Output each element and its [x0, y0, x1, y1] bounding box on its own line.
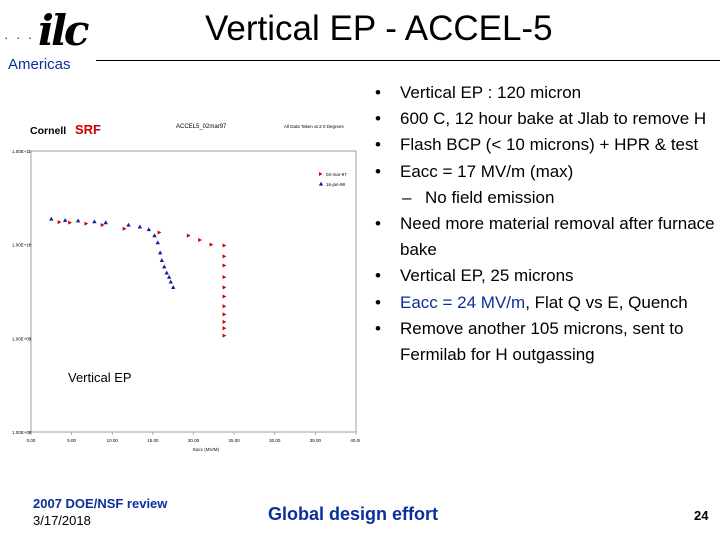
x-axis-label: Eacc (MV/M) — [193, 447, 220, 452]
bullet-item: Need more material removal after furnace… — [366, 211, 718, 263]
data-point-1 — [157, 230, 162, 235]
x-tick-label: 5.00 — [67, 438, 76, 443]
chart-svg: Cornell SRF ACCEL5_02mar97 All Data Take… — [0, 104, 362, 454]
data-point-1 — [100, 223, 105, 228]
chart-title: ACCEL5_02mar97 — [176, 124, 227, 130]
bullet-item: 600 C, 12 hour bake at Jlab to remove H — [366, 106, 718, 132]
chart-brand-cornell: Cornell — [30, 125, 66, 137]
data-point-1 — [222, 294, 227, 299]
x-tick-label: 35.00 — [310, 438, 322, 443]
data-point-1 — [186, 233, 191, 238]
data-point-1 — [222, 243, 227, 248]
logo-region: Americas — [8, 56, 71, 73]
legend-marker — [318, 181, 324, 186]
bullet-item: Flash BCP (< 10 microns) + HPR & test — [366, 132, 718, 158]
x-tick-label: 40.00 — [350, 438, 360, 443]
data-point-1 — [68, 220, 72, 225]
y-tick-label: 1.00E+08 — [12, 430, 32, 435]
x-tick-label: 15.00 — [147, 438, 159, 443]
y-tick-label: 1.00E+11 — [12, 149, 32, 154]
footer-tagline: Global design effort — [268, 504, 439, 524]
data-point-2 — [62, 218, 68, 222]
chart-annotation-vertical-ep: Vertical EP — [68, 370, 132, 385]
x-tick-label: 25.00 — [228, 438, 240, 443]
data-point-1 — [222, 312, 227, 317]
bullet-rest: , Flat Q vs E, Quench — [525, 292, 688, 312]
bullet-item: Eacc = 24 MV/m, Flat Q vs E, Quench — [366, 290, 718, 316]
y-tick-label: 1.00E+10 — [12, 243, 32, 248]
data-point-2 — [164, 270, 169, 275]
q-vs-e-chart: Cornell SRF ACCEL5_02mar97 All Data Take… — [0, 104, 362, 454]
data-point-1 — [57, 220, 62, 225]
title-divider — [96, 60, 720, 61]
data-point-1 — [209, 242, 214, 247]
data-point-1 — [84, 221, 89, 226]
data-point-2 — [162, 264, 167, 269]
data-point-1 — [222, 285, 227, 290]
footer-review: 2007 DOE/NSF review — [33, 496, 168, 511]
data-point-2 — [137, 224, 143, 229]
data-point-1 — [198, 238, 202, 243]
ilc-logo: · · · · ilc Americas — [4, 8, 96, 74]
x-tick-label: 10.00 — [107, 438, 119, 443]
page-number: 24 — [694, 508, 709, 523]
data-point-2 — [159, 258, 165, 262]
slide-title: Vertical EP - ACCEL-5 — [205, 9, 553, 48]
data-point-1 — [222, 254, 227, 259]
data-point-2 — [126, 222, 131, 227]
data-point-2 — [152, 233, 157, 238]
x-tick-label: 30.00 — [269, 438, 281, 443]
data-point-1 — [222, 263, 227, 268]
data-point-2 — [146, 227, 152, 232]
legend-label: 16-jan-98 — [326, 182, 346, 187]
data-point-2 — [75, 218, 81, 223]
x-tick-label: 20.00 — [188, 438, 200, 443]
data-point-2 — [157, 250, 163, 255]
bullet-item: Vertical EP : 120 micron — [366, 80, 718, 106]
sub-bullet-item: No field emission — [366, 185, 718, 211]
bullet-item: Remove another 105 microns, sent to Ferm… — [366, 316, 718, 368]
legend-marker — [319, 172, 323, 176]
data-point-1 — [222, 275, 227, 280]
chart-note: All Data Taken at 2.0 Degrees — [284, 124, 344, 129]
data-point-1 — [222, 326, 227, 331]
data-point-1 — [222, 319, 227, 324]
y-tick-label: 1.00E+09 — [12, 336, 32, 341]
bullet-item: Eacc = 17 MV/m (max) — [366, 159, 718, 185]
data-point-2 — [168, 279, 173, 284]
footer-date: 3/17/2018 — [33, 513, 91, 528]
data-point-2 — [92, 219, 97, 224]
data-point-2 — [103, 220, 108, 225]
data-point-2 — [166, 274, 172, 279]
data-point-2 — [155, 240, 160, 245]
x-tick-label: 0.00 — [27, 438, 36, 443]
data-point-2 — [49, 216, 54, 221]
data-point-1 — [122, 226, 127, 231]
logo-mark: ilc — [38, 6, 90, 55]
logo-dots: · · · · — [4, 30, 47, 45]
data-point-2 — [170, 285, 176, 289]
data-point-1 — [222, 333, 227, 338]
data-point-1 — [222, 304, 227, 309]
chart-brand-srf: SRF — [75, 122, 101, 137]
legend-label: 02-mar-97 — [326, 172, 347, 177]
bullet-item: Vertical EP, 25 microns — [366, 263, 718, 289]
bullet-highlight: Eacc = 24 MV/m — [400, 292, 526, 312]
bullet-list: Vertical EP : 120 micron 600 C, 12 hour … — [366, 80, 718, 368]
